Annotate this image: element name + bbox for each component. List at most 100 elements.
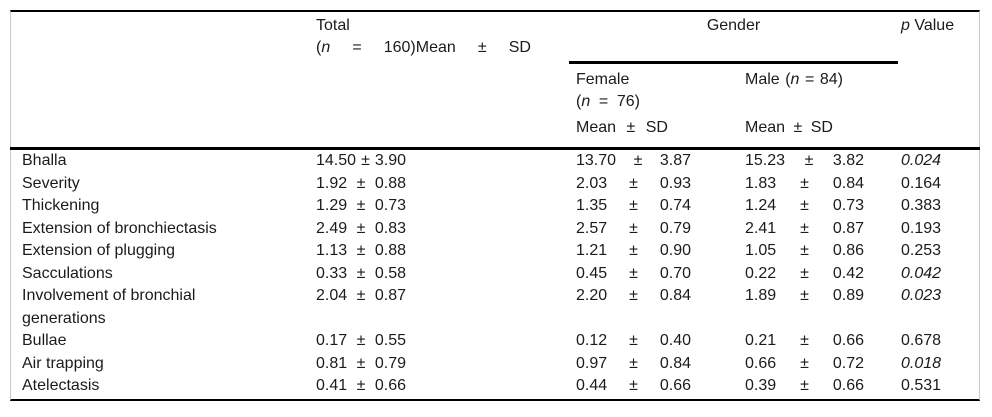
plusminus-sign: ± bbox=[800, 287, 809, 304]
plusminus-sign: ± bbox=[477, 39, 487, 56]
sd-value: 0.87 bbox=[374, 287, 406, 304]
sd-value: 0.84 bbox=[832, 174, 864, 192]
sd-value: 0.93 bbox=[659, 174, 691, 192]
female-stat-header: Mean ± SD bbox=[576, 117, 668, 139]
table-row: Severity 1.92 ± 0.88 2.03 ± 0.93 1.83 ± … bbox=[11, 173, 979, 196]
mean-value: 1.05 bbox=[745, 242, 777, 259]
row-label-cell: Air trapping bbox=[22, 353, 316, 376]
row-label-line2: generations bbox=[22, 309, 106, 327]
count-token: 84) bbox=[819, 71, 843, 88]
mean-value: 1.13 bbox=[316, 242, 348, 259]
female-cell: 2.57 ± 0.79 bbox=[576, 218, 691, 241]
mean-value: 0.44 bbox=[576, 377, 608, 394]
sd-value: 0.70 bbox=[659, 264, 691, 282]
mean-value: 0.45 bbox=[576, 264, 608, 282]
total-subline: (n = 160)Mean ± SD bbox=[316, 37, 531, 59]
row-label-cell: Thickening bbox=[22, 195, 316, 218]
table-row: Atelectasis 0.41 ± 0.66 0.44 ± 0.66 0.39… bbox=[11, 375, 979, 398]
male-stat-header: Mean ± SD bbox=[745, 117, 833, 139]
row-label-cell: Extension of plugging bbox=[22, 240, 316, 263]
female-cell: 2.20 ± 0.84 bbox=[576, 285, 691, 308]
row-label-cell: Bullae bbox=[22, 330, 316, 353]
row-label-line1: Air trapping bbox=[22, 354, 104, 372]
plusminus-sign: ± bbox=[800, 264, 809, 282]
plusminus-sign: ± bbox=[629, 354, 638, 372]
male-label: Male bbox=[745, 71, 780, 88]
gender-span-rule bbox=[569, 61, 898, 64]
mean-value: 0.97 bbox=[576, 354, 608, 372]
p-value-cell: 0.042 bbox=[901, 264, 942, 282]
plusminus-sign: ± bbox=[793, 119, 803, 136]
female-cell: 0.97 ± 0.84 bbox=[576, 353, 691, 376]
female-cell: 2.03 ± 0.93 bbox=[576, 173, 691, 196]
male-cell: 1.24 ± 0.73 bbox=[745, 195, 864, 218]
count-token: 76) bbox=[616, 93, 640, 110]
col-header-total: Total (n = 160)Mean ± SD bbox=[316, 15, 531, 59]
total-cell: 0.17 ± 0.55 bbox=[316, 330, 406, 353]
female-label: Female bbox=[576, 71, 630, 88]
sd-value: 0.86 bbox=[832, 242, 864, 259]
male-cell: 15.23 ± 3.82 bbox=[745, 150, 864, 173]
plusminus-sign: ± bbox=[629, 197, 638, 214]
eq-token: = bbox=[804, 71, 815, 88]
mean-value: 0.39 bbox=[745, 377, 777, 394]
row-label-cell: Bhalla bbox=[22, 150, 316, 173]
plusminus-sign: ± bbox=[356, 354, 366, 372]
mean-value: 1.24 bbox=[745, 197, 777, 214]
p-value-cell: 0.253 bbox=[901, 242, 942, 259]
plusminus-sign: ± bbox=[629, 332, 638, 349]
n-token: (n bbox=[316, 39, 331, 56]
p-value-cell: 0.383 bbox=[901, 197, 942, 214]
male-cell: 0.21 ± 0.66 bbox=[745, 330, 864, 353]
plusminus-sign: ± bbox=[626, 119, 636, 136]
sd-value: 0.89 bbox=[832, 287, 864, 304]
sd-value: 0.90 bbox=[659, 242, 691, 259]
eq-token: = bbox=[598, 93, 609, 110]
female-cell: 1.21 ± 0.90 bbox=[576, 240, 691, 263]
plusminus-sign: ± bbox=[800, 219, 809, 237]
plusminus-sign: ± bbox=[633, 152, 643, 169]
mean-value: 0.17 bbox=[316, 332, 348, 349]
mean-label: Mean bbox=[745, 119, 786, 136]
total-cell: 14.50 ± 3.90 bbox=[316, 150, 406, 173]
mean-value: 2.20 bbox=[576, 287, 608, 304]
sd-value: 0.73 bbox=[832, 197, 864, 214]
row-label-cell: Involvement of bronchial generations bbox=[22, 285, 316, 330]
mean-value: 2.03 bbox=[576, 174, 608, 192]
total-cell: 1.13 ± 0.88 bbox=[316, 240, 406, 263]
male-cell: 0.66 ± 0.72 bbox=[745, 353, 864, 376]
male-cell: 1.83 ± 0.84 bbox=[745, 173, 864, 196]
header-body-separator bbox=[10, 147, 980, 150]
mean-value: 1.21 bbox=[576, 242, 608, 259]
mean-value: 2.49 bbox=[316, 219, 348, 237]
n-token: (n bbox=[785, 71, 800, 88]
plusminus-sign: ± bbox=[800, 354, 809, 372]
sd-value: 0.83 bbox=[374, 219, 406, 237]
plusminus-sign: ± bbox=[356, 287, 366, 304]
plusminus-sign: ± bbox=[629, 174, 638, 192]
sd-value: 0.66 bbox=[659, 377, 691, 394]
row-label-cell: Sacculations bbox=[22, 263, 316, 286]
sd-value: 0.88 bbox=[374, 174, 406, 192]
female-n-subline: (n = 76) bbox=[576, 91, 640, 113]
sd-value: 0.58 bbox=[374, 264, 406, 282]
sd-value: 0.84 bbox=[659, 354, 691, 372]
row-label-line1: Involvement of bronchial bbox=[22, 287, 196, 304]
sd-value: 0.66 bbox=[832, 332, 864, 349]
total-cell: 1.29 ± 0.73 bbox=[316, 195, 406, 218]
total-cell: 0.81 ± 0.79 bbox=[316, 353, 406, 376]
p-value-cell: 0.531 bbox=[901, 377, 942, 394]
row-label-cell: Extension of bronchiectasis bbox=[22, 218, 316, 241]
sd-value: 3.87 bbox=[659, 152, 691, 169]
table-row: Sacculations 0.33 ± 0.58 0.45 ± 0.70 0.2… bbox=[11, 263, 979, 286]
male-n-line: Male (n = 84) bbox=[745, 69, 843, 91]
total-cell: 2.49 ± 0.83 bbox=[316, 218, 406, 241]
col-header-gender: Gender bbox=[706, 17, 761, 34]
male-cell: 1.05 ± 0.86 bbox=[745, 240, 864, 263]
table-row: Thickening 1.29 ± 0.73 1.35 ± 0.74 1.24 … bbox=[11, 195, 979, 218]
mean-value: 1.89 bbox=[745, 287, 777, 304]
sd-value: 0.79 bbox=[374, 354, 406, 372]
female-cell: 0.45 ± 0.70 bbox=[576, 263, 691, 286]
sd-value: 0.66 bbox=[374, 377, 406, 394]
